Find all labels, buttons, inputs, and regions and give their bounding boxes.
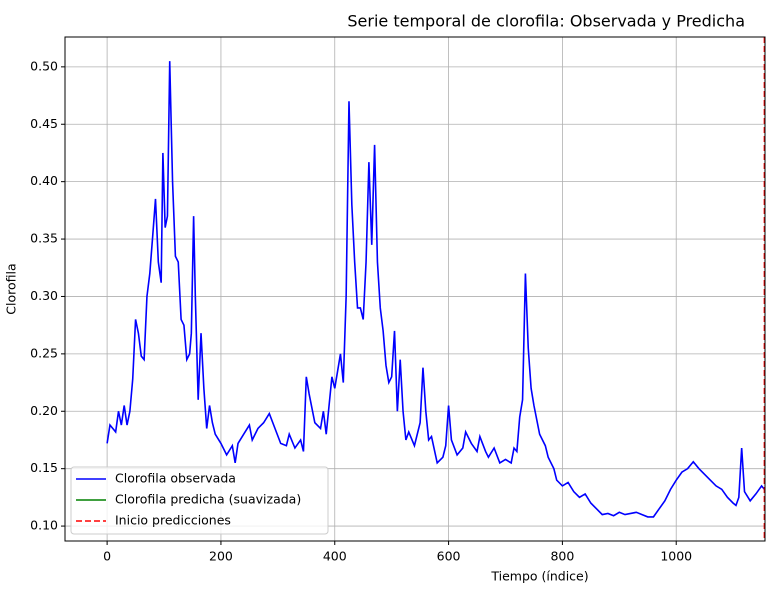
y-tick-label: 0.30: [30, 288, 58, 303]
x-tick-label: 400: [323, 549, 347, 564]
x-tick-label: 0: [103, 549, 111, 564]
y-tick-label: 0.20: [30, 403, 58, 418]
y-tick-label: 0.50: [30, 58, 58, 73]
legend-label: Clorofila predicha (suavizada): [115, 492, 301, 507]
y-tick-label: 0.10: [30, 518, 58, 533]
x-tick-label: 200: [209, 549, 233, 564]
legend-label: Clorofila observada: [115, 471, 236, 486]
data-line: [106, 61, 766, 518]
y-tick-label: 0.25: [30, 345, 58, 360]
chart-title: Serie temporal de clorofila: Observada y…: [347, 12, 745, 31]
legend-box: [70, 466, 329, 535]
x-tick-label: 1000: [660, 549, 692, 564]
y-tick-label: 0.15: [30, 460, 58, 475]
y-axis-label: Clorofila: [4, 263, 19, 314]
x-axis-label: Tiempo (índice): [490, 569, 588, 584]
y-tick-label: 0.35: [30, 231, 58, 246]
x-tick-label: 800: [550, 549, 574, 564]
plot-frame: [64, 36, 766, 542]
y-tick-label: 0.45: [30, 116, 58, 131]
y-tick-label: 0.40: [30, 173, 58, 188]
x-tick-label: 600: [437, 549, 461, 564]
legend-label: Inicio predicciones: [115, 513, 231, 528]
